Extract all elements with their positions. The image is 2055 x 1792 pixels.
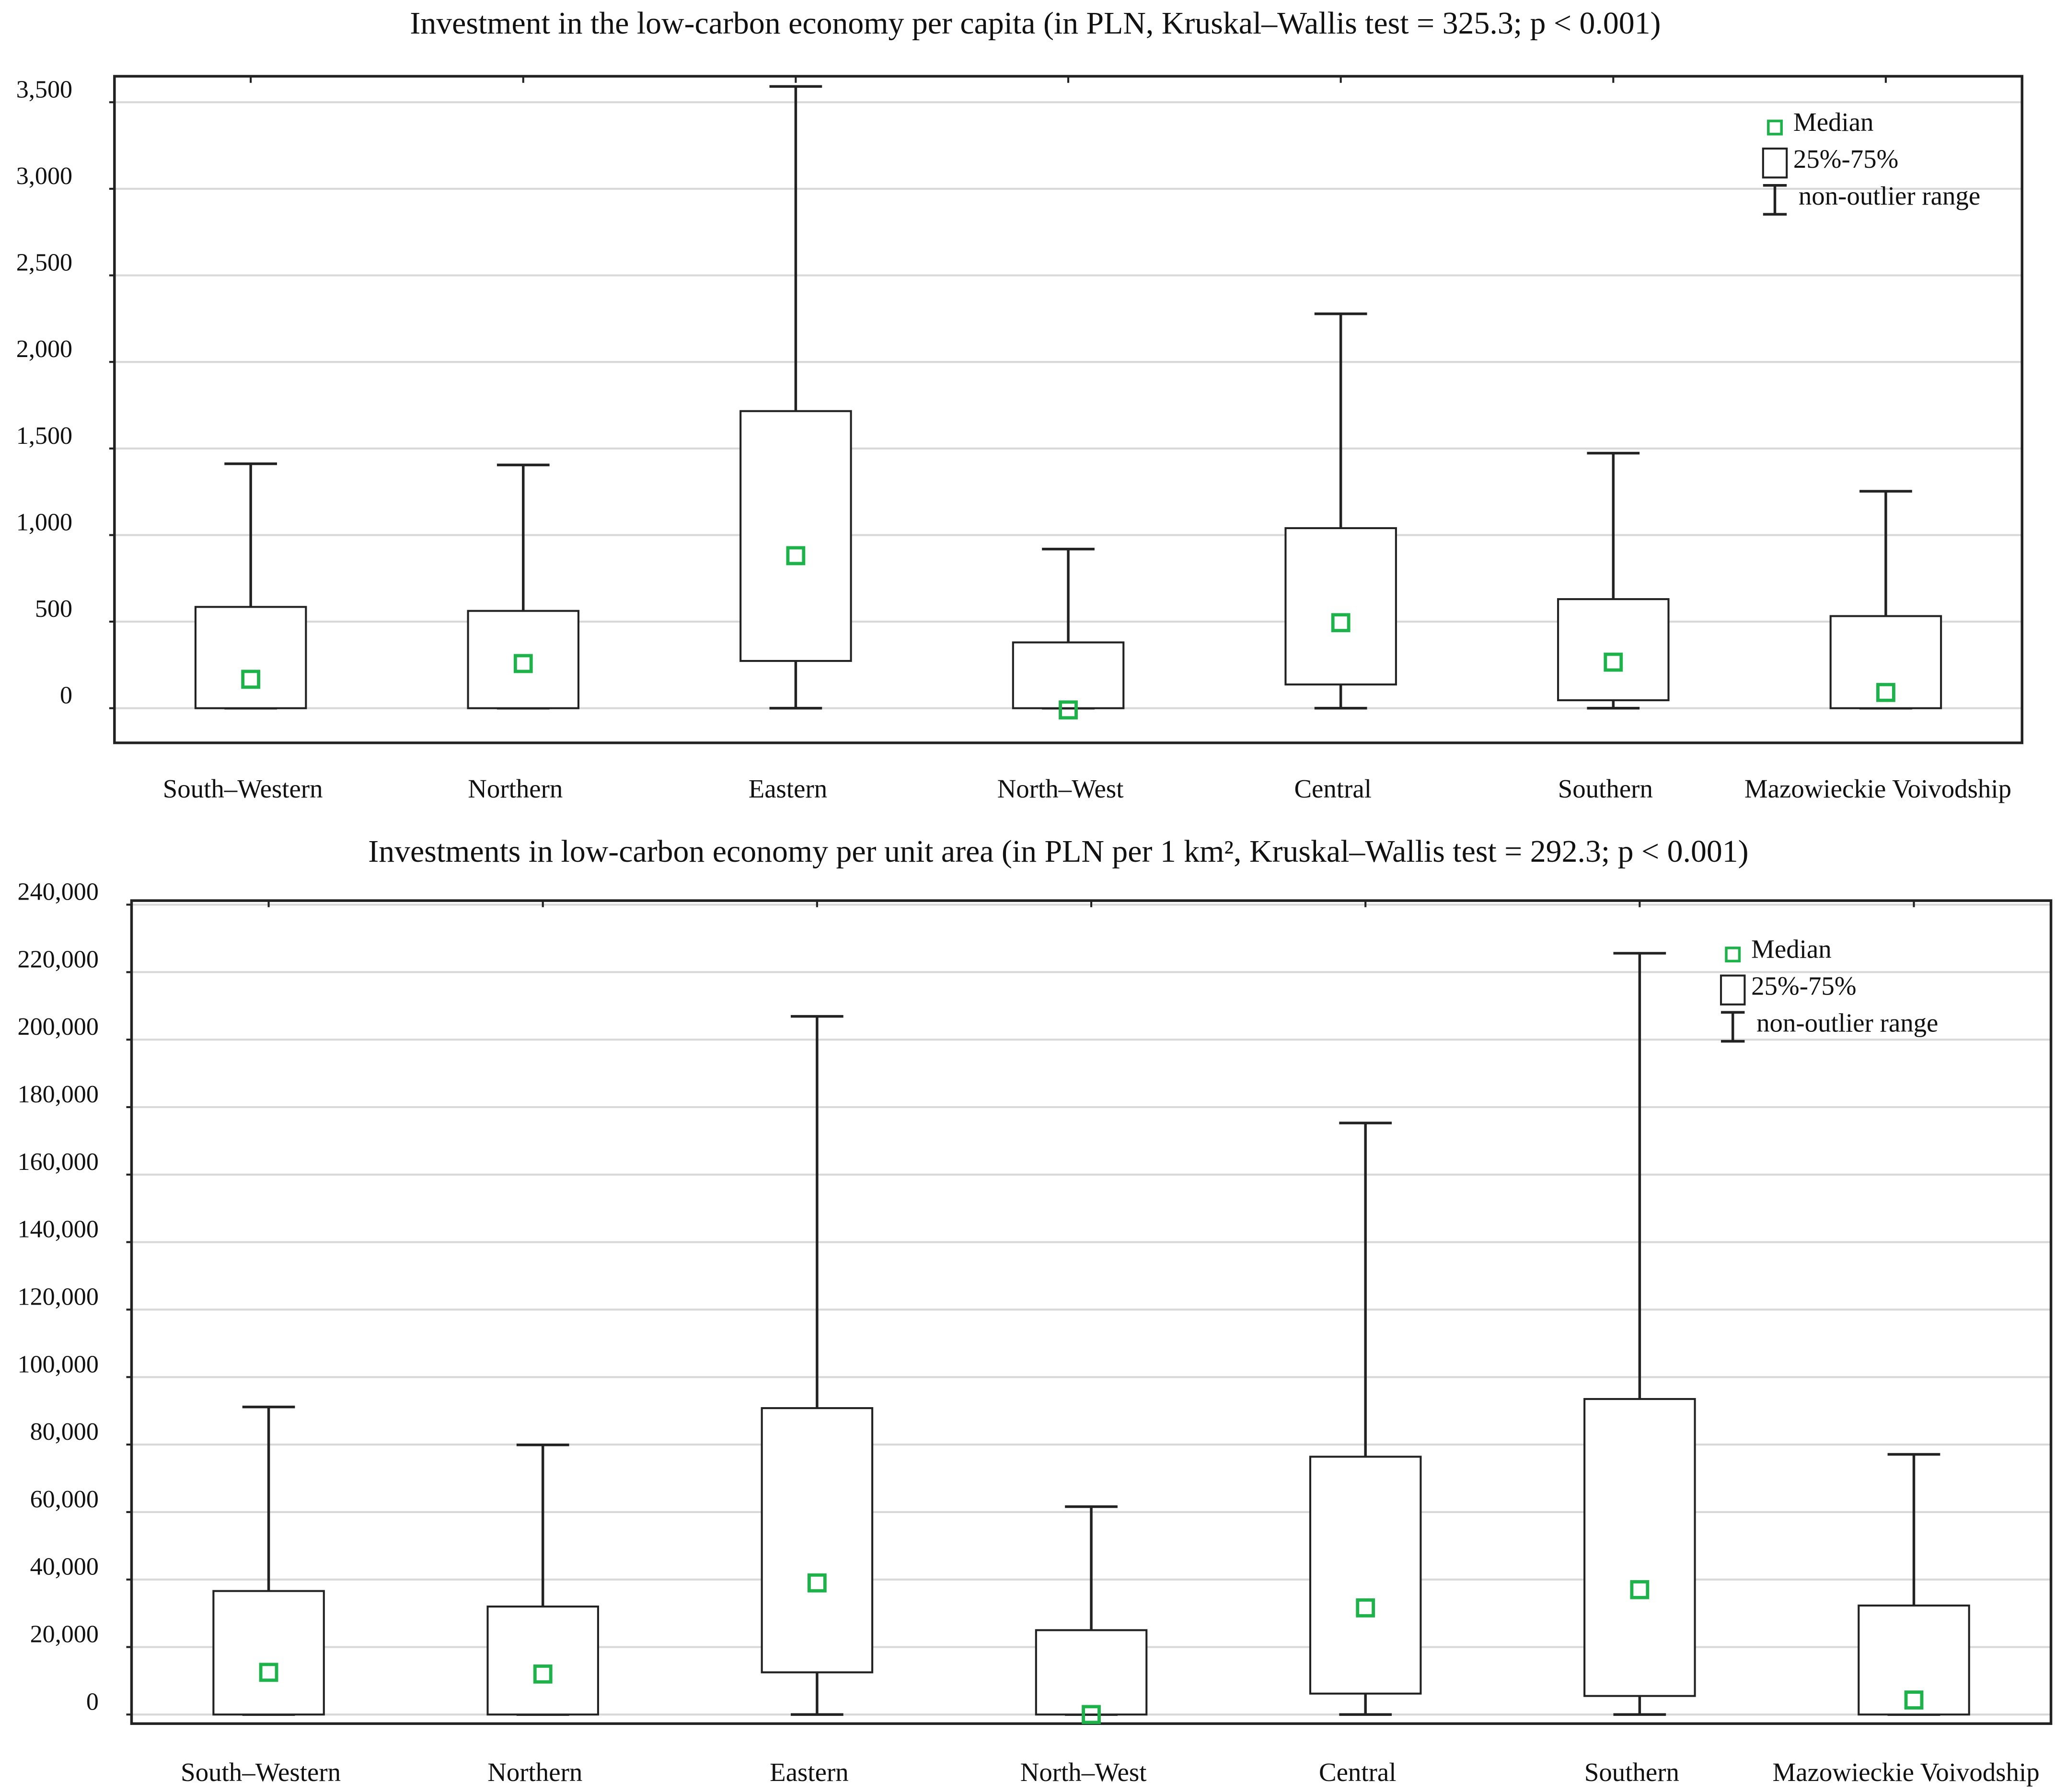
iqr-box	[1557, 598, 1670, 702]
legend-median-swatch	[1725, 947, 1741, 963]
iqr-box	[194, 606, 307, 709]
x-tick-label: Mazowieckie Voivodship	[1744, 774, 2011, 803]
y-tick-label: 120,000	[18, 1283, 99, 1310]
y-tick-label: 20,000	[30, 1621, 99, 1648]
y-tick-label: 220,000	[18, 946, 99, 973]
median-marker	[259, 1663, 278, 1682]
y-tick-label: 3,500	[16, 76, 72, 103]
x-tick-label: Eastern	[749, 774, 828, 803]
iqr-box	[1309, 1456, 1422, 1695]
y-tick-label: 3,000	[16, 162, 72, 190]
legend-box: 25%-75%	[1793, 144, 1898, 173]
x-tick-label: Southern	[1558, 774, 1653, 803]
chart-title: Investment in the low-carbon economy per…	[410, 6, 1661, 41]
legend-whisker: non-outlier range	[1756, 1008, 1938, 1037]
y-tick-label: 80,000	[30, 1418, 99, 1445]
iqr-box	[212, 1590, 325, 1716]
y-tick-label: 500	[35, 595, 72, 623]
y-tick-label: 180,000	[18, 1081, 99, 1108]
median-marker	[786, 546, 806, 566]
legend-median-swatch	[1767, 119, 1783, 136]
median-marker	[1331, 613, 1351, 633]
legend-box: 25%-75%	[1751, 971, 1856, 1000]
legend-whisker: non-outlier range	[1799, 181, 1980, 210]
median-marker	[1876, 682, 1895, 702]
legend-median: Median	[1751, 935, 1832, 964]
y-tick-label: 100,000	[18, 1351, 99, 1378]
x-tick-label: Central	[1294, 774, 1371, 803]
x-tick-label: South–Western	[181, 1757, 341, 1787]
y-tick-label: 1,500	[16, 422, 72, 450]
x-tick-label: Mazowieckie Voivodship	[1772, 1757, 2039, 1787]
x-tick-label: North–West	[1020, 1757, 1147, 1787]
y-tick-label: 0	[86, 1688, 99, 1715]
legend-box-swatch	[1762, 147, 1788, 179]
median-marker	[1059, 700, 1078, 720]
legend-box-swatch	[1720, 974, 1746, 1006]
iqr-box	[1284, 527, 1397, 686]
x-tick-label: Southern	[1584, 1757, 1679, 1787]
median-marker	[241, 670, 261, 689]
y-tick-label: 1,000	[16, 509, 72, 536]
median-marker	[1604, 652, 1623, 672]
y-tick-label: 40,000	[30, 1553, 99, 1581]
iqr-box	[467, 610, 580, 709]
iqr-box	[486, 1605, 600, 1716]
y-tick-label: 2,000	[16, 335, 72, 363]
median-marker	[533, 1664, 553, 1684]
x-tick-label: Eastern	[770, 1757, 849, 1787]
median-marker	[1630, 1580, 1650, 1599]
median-marker	[1904, 1690, 1924, 1710]
legend-median: Median	[1793, 107, 1874, 137]
iqr-box	[1012, 641, 1125, 709]
iqr-box	[1035, 1629, 1148, 1716]
median-marker	[1082, 1705, 1101, 1724]
y-tick-label: 240,000	[18, 879, 99, 906]
x-tick-label: South–Western	[163, 774, 323, 803]
x-tick-label: Central	[1319, 1757, 1396, 1787]
iqr-box	[761, 1407, 874, 1674]
y-tick-label: 160,000	[18, 1148, 99, 1176]
y-tick-label: 60,000	[30, 1486, 99, 1513]
iqr-box	[739, 410, 852, 662]
median-marker	[513, 654, 533, 673]
median-marker	[1356, 1598, 1375, 1618]
x-tick-label: Northern	[468, 774, 563, 803]
y-tick-label: 140,000	[18, 1216, 99, 1243]
y-tick-label: 200,000	[18, 1013, 99, 1041]
iqr-box	[1829, 615, 1942, 709]
chart-title: Investments in low-carbon economy per un…	[368, 834, 1748, 869]
y-tick-label: 2,500	[16, 249, 72, 277]
iqr-box	[1583, 1398, 1696, 1697]
x-tick-label: North–West	[997, 774, 1124, 803]
median-marker	[808, 1573, 827, 1593]
iqr-box	[1858, 1604, 1970, 1716]
x-tick-label: Northern	[487, 1757, 582, 1787]
y-tick-label: 0	[60, 682, 72, 709]
